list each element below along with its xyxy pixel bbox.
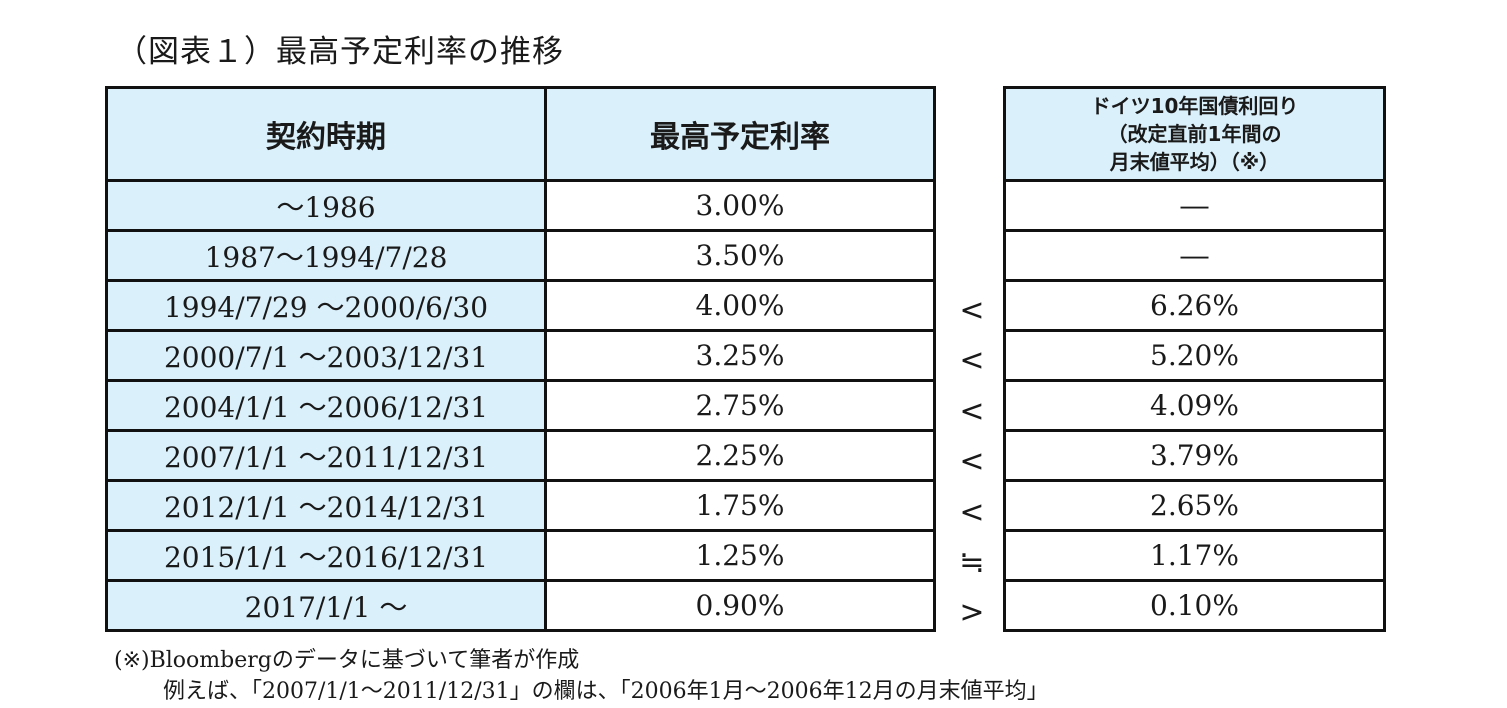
rate-cell: 3.25% (544, 329, 936, 382)
comparison-symbol: < (959, 394, 985, 429)
table-row: 1994/7/29 ～2000/6/30 4.00% (105, 279, 936, 332)
header-period: 契約時期 (105, 86, 547, 182)
table-row: ― (1003, 229, 1386, 282)
table-row: 1.17% (1003, 529, 1386, 582)
header-max-rate: 最高予定利率 (544, 86, 936, 182)
rate-cell: 2.25% (544, 429, 936, 482)
bund-cell: ― (1003, 179, 1386, 232)
period-cell: 2007/1/1 ～2011/12/31 (105, 429, 547, 482)
rate-cell: 1.75% (544, 479, 936, 532)
table-row: ― (1003, 179, 1386, 232)
table-row: 2007/1/1 ～2011/12/31 2.25% (105, 429, 936, 482)
header-bund-line3: 月末値平均）（※） (1109, 150, 1280, 174)
rate-cell: 2.75% (544, 379, 936, 432)
comparison-symbol: < (959, 495, 985, 530)
table-row: 2004/1/1 ～2006/12/31 2.75% (105, 379, 936, 432)
table-row: 3.79% (1003, 429, 1386, 482)
table-row: 0.10% (1003, 579, 1386, 632)
header-bund-line2: （改定直前1年間の (1107, 122, 1282, 146)
header-row: ドイツ10年国債利回り （改定直前1年間の 月末値平均）（※） (1003, 86, 1386, 182)
table-row: 1987～1994/7/28 3.50% (105, 229, 936, 282)
period-cell: 2000/7/1 ～2003/12/31 (105, 329, 547, 382)
header-bund-yield: ドイツ10年国債利回り （改定直前1年間の 月末値平均）（※） (1003, 86, 1386, 182)
period-cell: 2017/1/1 ～ (105, 579, 547, 632)
table-row: 2015/1/1 ～2016/12/31 1.25% (105, 529, 936, 582)
table-row: 6.26% (1003, 279, 1386, 332)
table-row: 2012/1/1 ～2014/12/31 1.75% (105, 479, 936, 532)
comparison-symbol: < (959, 293, 985, 328)
comparison-symbol: < (959, 444, 985, 479)
page-title: （図表１）最高予定利率の推移 (116, 34, 564, 70)
bund-cell: 6.26% (1003, 279, 1386, 332)
bund-yield-table: ドイツ10年国債利回り （改定直前1年間の 月末値平均）（※） ― ― 6.26… (1003, 86, 1386, 632)
table-row: 2017/1/1 ～ 0.90% (105, 579, 936, 632)
period-cell: 2012/1/1 ～2014/12/31 (105, 479, 547, 532)
comparison-symbol: ≒ (959, 545, 985, 580)
example-note: 例えば、「2007/1/1～2011/12/31」の欄は、「2006年1月～20… (163, 679, 1049, 704)
rate-cell: 1.25% (544, 529, 936, 582)
comparison-symbol: < (959, 343, 985, 378)
table-row: ～1986 3.00% (105, 179, 936, 232)
bund-cell: 3.79% (1003, 429, 1386, 482)
bund-cell: ― (1003, 229, 1386, 282)
table-row: 4.09% (1003, 379, 1386, 432)
period-cell: ～1986 (105, 179, 547, 232)
header-bund-line1: ドイツ10年国債利回り (1090, 94, 1299, 118)
bund-cell: 4.09% (1003, 379, 1386, 432)
period-cell: 1987～1994/7/28 (105, 229, 547, 282)
table-row: 5.20% (1003, 329, 1386, 382)
rate-cell: 3.00% (544, 179, 936, 232)
period-cell: 2004/1/1 ～2006/12/31 (105, 379, 547, 432)
rate-cell: 4.00% (544, 279, 936, 332)
table-row: 2000/7/1 ～2003/12/31 3.25% (105, 329, 936, 382)
rate-table: 契約時期 最高予定利率 ～1986 3.00% 1987～1994/7/28 3.5… (105, 86, 936, 632)
header-row: 契約時期 最高予定利率 (105, 86, 936, 182)
period-cell: 1994/7/29 ～2000/6/30 (105, 279, 547, 332)
comparison-symbol: > (959, 595, 985, 630)
bund-cell: 0.10% (1003, 579, 1386, 632)
source-note: (※)Bloombergのデータに基づいて筆者が作成 (114, 648, 580, 673)
period-cell: 2015/1/1 ～2016/12/31 (105, 529, 547, 582)
table-row: 2.65% (1003, 479, 1386, 532)
bund-cell: 5.20% (1003, 329, 1386, 382)
rate-cell: 0.90% (544, 579, 936, 632)
rate-cell: 3.50% (544, 229, 936, 282)
bund-cell: 2.65% (1003, 479, 1386, 532)
bund-cell: 1.17% (1003, 529, 1386, 582)
